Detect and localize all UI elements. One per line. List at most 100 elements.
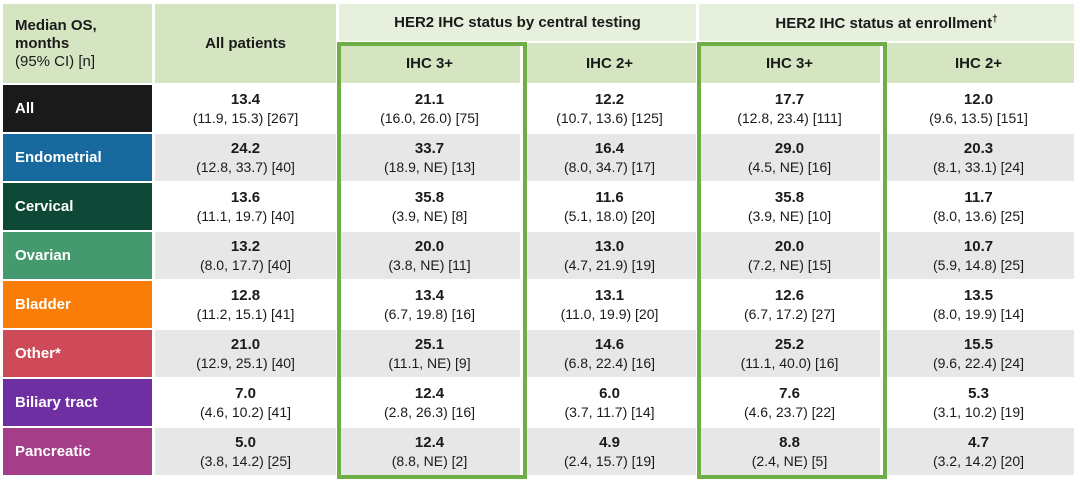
ci-value: (11.1, NE) [9] <box>388 354 471 371</box>
ci-value: (10.7, 13.6) [125] <box>556 109 663 126</box>
enrollment-ihc2-header: IHC 2+ <box>883 43 1077 85</box>
ci-value: (8.0, 13.6) [25] <box>932 207 1025 224</box>
ci-value: (3.8, 14.2) [25] <box>199 452 292 469</box>
median-value: 13.0 <box>594 237 625 255</box>
dagger-footnote-marker: † <box>992 13 998 25</box>
ci-value: (4.6, 10.2) [41] <box>199 403 292 420</box>
median-value: 16.4 <box>594 139 625 157</box>
table-cell: 5.3 (3.1, 10.2) [19] <box>883 379 1077 428</box>
ci-value: (6.7, 19.8) [16] <box>383 305 476 322</box>
ci-value: (3.2, 14.2) [20] <box>932 452 1025 469</box>
table-cell: 13.5 (8.0, 19.9) [14] <box>883 281 1077 330</box>
table-cell: 15.5 (9.6, 22.4) [24] <box>883 330 1077 379</box>
median-value: 13.1 <box>594 286 625 304</box>
ci-value: (4.7, 21.9) [19] <box>563 256 656 273</box>
median-value: 4.7 <box>968 433 989 451</box>
corner-header-line3: (95% CI) [n] <box>15 52 96 70</box>
ci-value: (4.6, 23.7) [22] <box>743 403 836 420</box>
ci-value: (8.8, NE) [2] <box>391 452 468 469</box>
table-cell: 21.1 (16.0, 26.0) [75] <box>339 85 523 134</box>
median-value: 25.1 <box>414 335 445 353</box>
group-header-enrollment: HER2 IHC status at enrollment† <box>699 4 1077 43</box>
row-label-cervical: Cervical <box>3 183 155 232</box>
table-cell: 13.0 (4.7, 21.9) [19] <box>523 232 699 281</box>
median-value: 20.0 <box>414 237 445 255</box>
ci-value: (2.8, 26.3) [16] <box>383 403 476 420</box>
ci-value: (12.9, 25.1) [40] <box>196 354 295 371</box>
ci-value: (8.0, 17.7) [40] <box>199 256 292 273</box>
table-cell: 5.0 (3.8, 14.2) [25] <box>155 428 339 477</box>
median-value: 5.0 <box>235 433 256 451</box>
table-cell: 13.4 (11.9, 15.3) [267] <box>155 85 339 134</box>
table-cell: 13.1 (11.0, 19.9) [20] <box>523 281 699 330</box>
enrollment-ihc3-header: IHC 3+ <box>699 43 883 85</box>
ci-value: (5.1, 18.0) [20] <box>563 207 656 224</box>
row-label-other: Other* <box>3 330 155 379</box>
ci-value: (3.8, NE) [11] <box>388 256 471 273</box>
ci-value: (11.1, 19.7) [40] <box>196 207 295 224</box>
row-label-biliary-tract: Biliary tract <box>3 379 155 428</box>
table-cell: 16.4 (8.0, 34.7) [17] <box>523 134 699 183</box>
ci-value: (8.1, 33.1) [24] <box>932 158 1025 175</box>
table-cell: 12.8 (11.2, 15.1) [41] <box>155 281 339 330</box>
ci-value: (2.4, NE) [5] <box>751 452 828 469</box>
table-cell: 13.2 (8.0, 17.7) [40] <box>155 232 339 281</box>
median-value: 21.0 <box>230 335 261 353</box>
ci-value: (11.2, 15.1) [41] <box>196 305 295 322</box>
median-value: 33.7 <box>414 139 445 157</box>
ci-value: (9.6, 22.4) [24] <box>932 354 1025 371</box>
ci-value: (8.0, 34.7) [17] <box>563 158 656 175</box>
median-value: 12.6 <box>774 286 805 304</box>
group-header-central-testing: HER2 IHC status by central testing <box>339 4 699 43</box>
median-value: 12.2 <box>594 90 625 108</box>
median-value: 17.7 <box>774 90 805 108</box>
median-value: 12.0 <box>963 90 994 108</box>
median-value: 7.6 <box>779 384 800 402</box>
median-value: 24.2 <box>230 139 261 157</box>
table-cell: 13.4 (6.7, 19.8) [16] <box>339 281 523 330</box>
central-ihc2-header: IHC 2+ <box>523 43 699 85</box>
table-cell: 20.0 (7.2, NE) [15] <box>699 232 883 281</box>
ci-value: (3.9, NE) [10] <box>747 207 832 224</box>
ci-value: (4.5, NE) [16] <box>747 158 832 175</box>
table-cell: 12.4 (8.8, NE) [2] <box>339 428 523 477</box>
median-value: 13.4 <box>230 90 261 108</box>
ci-value: (16.0, 26.0) [75] <box>380 109 479 126</box>
median-value: 13.2 <box>230 237 261 255</box>
table-cell: 4.9 (2.4, 15.7) [19] <box>523 428 699 477</box>
table-cell: 29.0 (4.5, NE) [16] <box>699 134 883 183</box>
median-value: 10.7 <box>963 237 994 255</box>
median-value: 4.9 <box>599 433 620 451</box>
table-cell: 25.2 (11.1, 40.0) [16] <box>699 330 883 379</box>
ci-value: (7.2, NE) [15] <box>747 256 832 273</box>
median-value: 12.4 <box>414 384 445 402</box>
median-value: 13.6 <box>230 188 261 206</box>
ci-value: (9.6, 13.5) [151] <box>929 109 1028 126</box>
table-cell: 12.0 (9.6, 13.5) [151] <box>883 85 1077 134</box>
table-cell: 24.2 (12.8, 33.7) [40] <box>155 134 339 183</box>
ci-value: (6.8, 22.4) [16] <box>563 354 656 371</box>
row-label-bladder: Bladder <box>3 281 155 330</box>
table-cell: 11.6 (5.1, 18.0) [20] <box>523 183 699 232</box>
ci-value: (5.9, 14.8) [25] <box>932 256 1025 273</box>
median-value: 29.0 <box>774 139 805 157</box>
ci-value: (11.1, 40.0) [16] <box>740 354 839 371</box>
row-label-endometrial: Endometrial <box>3 134 155 183</box>
all-patients-header: All patients <box>155 4 339 85</box>
median-value: 12.4 <box>414 433 445 451</box>
ci-value: (11.0, 19.9) [20] <box>560 305 659 322</box>
central-ihc3-header: IHC 3+ <box>339 43 523 85</box>
table-cell: 12.4 (2.8, 26.3) [16] <box>339 379 523 428</box>
table-cell: 20.3 (8.1, 33.1) [24] <box>883 134 1077 183</box>
table-grid: Median OS, months (95% CI) [n] All patie… <box>3 4 1077 477</box>
table-cell: 25.1 (11.1, NE) [9] <box>339 330 523 379</box>
table-cell: 12.6 (6.7, 17.2) [27] <box>699 281 883 330</box>
table-cell: 7.0 (4.6, 10.2) [41] <box>155 379 339 428</box>
ci-value: (3.7, 11.7) [14] <box>564 403 655 420</box>
median-value: 7.0 <box>235 384 256 402</box>
ci-value: (6.7, 17.2) [27] <box>743 305 836 322</box>
table-cell: 14.6 (6.8, 22.4) [16] <box>523 330 699 379</box>
ci-value: (18.9, NE) [13] <box>383 158 476 175</box>
table-cell: 11.7 (8.0, 13.6) [25] <box>883 183 1077 232</box>
row-label-all: All <box>3 85 155 134</box>
